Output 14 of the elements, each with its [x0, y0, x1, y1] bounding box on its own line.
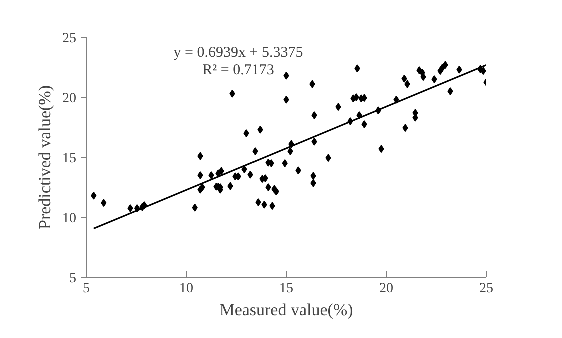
annotation: R² = 0.7173 — [202, 62, 274, 78]
y-tick-label: 25 — [62, 32, 76, 46]
y-tick-label: 20 — [62, 92, 76, 106]
x-tick-label: 25 — [480, 282, 494, 296]
x-tick-label: 10 — [180, 282, 194, 296]
x-tick-label: 20 — [380, 282, 394, 296]
x-tick-label: 5 — [83, 282, 90, 296]
annotation: y = 0.6939x + 5.3375 — [174, 45, 304, 62]
y-tick-label: 10 — [62, 212, 76, 226]
x-tick-label: 15 — [280, 282, 294, 296]
y-tick-label: 5 — [70, 272, 76, 286]
y-axis-title: Predictived value(%) — [36, 86, 54, 230]
y-tick-label: 15 — [62, 152, 76, 166]
x-axis-title: Measured value(%) — [220, 300, 354, 320]
